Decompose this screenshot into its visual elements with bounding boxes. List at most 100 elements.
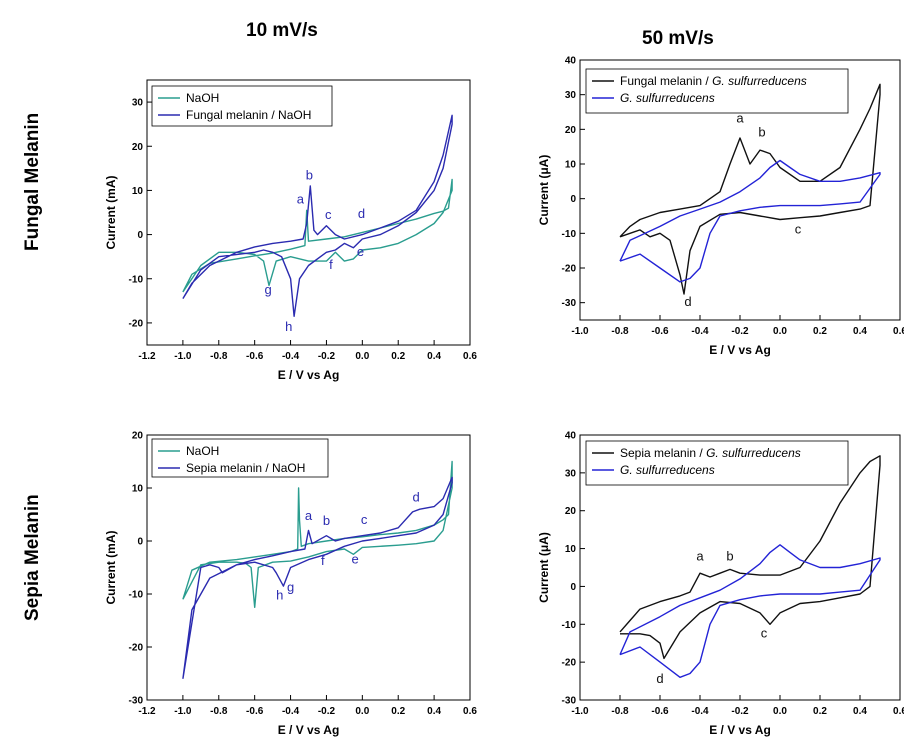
x-tick-label: -0.4 <box>282 706 300 717</box>
peak-label-a: a <box>736 110 744 125</box>
y-tick-label: 0 <box>570 194 576 205</box>
x-tick-label: -0.8 <box>210 351 228 362</box>
chart-sepia-10mvs: -1.2 -1.0 -0.8 -0.6 -0.4 -0.2 0.0 0.2 0.4 0.6 -30 -… <box>104 431 477 738</box>
x-tick-label: -0.6 <box>246 706 264 717</box>
x-tick-label: -0.4 <box>691 326 709 337</box>
y-tick-label: -10 <box>129 590 144 601</box>
x-tick-label: 0.0 <box>773 706 787 717</box>
row-title-fungal: Fungal Melanin <box>22 112 43 251</box>
y-axis-label: Current (mA) <box>104 175 118 249</box>
column-title-50mvs: 50 mV/s <box>642 28 714 49</box>
x-tick-label: -1.2 <box>138 351 156 362</box>
chart-fungal-10mvs: -1.2 -1.0 -0.8 -0.6 -0.4 -0.2 0.0 0.2 0.4 0.6 -20 -… <box>104 79 477 382</box>
x-tick-label: -1.2 <box>138 706 156 717</box>
x-axis-label: E / V vs Ag <box>278 368 340 382</box>
x-tick-label: 0.6 <box>463 706 477 717</box>
y-tick-label: -20 <box>562 264 577 275</box>
peak-label-d: d <box>358 206 365 221</box>
x-tick-label: -0.8 <box>611 706 629 717</box>
legend-label: G. sulfurreducens <box>620 463 715 477</box>
y-tick-label: 20 <box>565 506 577 517</box>
y-tick-label: 20 <box>565 125 577 136</box>
peak-label-b: b <box>726 549 733 564</box>
peak-label-c: c <box>325 207 332 222</box>
plot-frame <box>146 434 471 701</box>
y-tick-label: -30 <box>129 696 144 707</box>
x-tick-label: -0.6 <box>651 326 669 337</box>
peak-label-h: h <box>285 319 292 334</box>
y-axis-label: Current (μA) <box>537 155 551 226</box>
y-axis-label: Current (μA) <box>537 532 551 603</box>
x-tick-label: 0.6 <box>463 351 477 362</box>
x-tick-label: 0.2 <box>813 326 827 337</box>
x-tick-label: 0.6 <box>893 706 904 717</box>
x-axis-label: E / V vs Ag <box>709 723 771 737</box>
x-tick-label: -1.0 <box>174 706 192 717</box>
legend-label: Sepia melanin / G. sulfurreducens <box>620 446 801 460</box>
y-tick-label: -20 <box>129 643 144 654</box>
series-line-2 <box>619 544 881 679</box>
y-tick-label: 0 <box>137 230 143 241</box>
peak-label-a: a <box>696 549 704 564</box>
legend-box <box>585 68 849 114</box>
plot-frame <box>146 79 471 346</box>
x-tick-label: 0.4 <box>427 706 441 717</box>
y-tick-label: 20 <box>132 142 144 153</box>
series-line-1 <box>182 178 453 293</box>
y-tick-label: -30 <box>562 696 577 707</box>
legend-box <box>151 85 333 127</box>
legend-box <box>151 438 329 478</box>
x-tick-label: -0.2 <box>318 351 336 362</box>
peak-label-e: e <box>352 551 359 566</box>
y-tick-label: 10 <box>565 160 577 171</box>
peak-label-a: a <box>305 508 313 523</box>
peak-label-d: d <box>684 294 691 309</box>
peak-label-e: e <box>357 244 364 259</box>
x-tick-label: -0.2 <box>731 706 749 717</box>
chart-fungal-50mvs: -1.0 -0.8 -0.6 -0.4 -0.2 0.0 0.2 0.4 0.6 -30 -20 -1… <box>537 56 904 358</box>
peak-label-h: h <box>276 587 283 602</box>
x-tick-label: 0.4 <box>853 706 867 717</box>
series-line-2 <box>182 114 453 317</box>
x-tick-label: 0.4 <box>427 351 441 362</box>
x-tick-label: -1.0 <box>571 706 589 717</box>
x-tick-label: 0.2 <box>391 706 405 717</box>
y-tick-label: 30 <box>132 98 144 109</box>
peak-label-d: d <box>413 489 420 504</box>
y-tick-label: 10 <box>565 544 577 555</box>
x-tick-label: 0.0 <box>355 706 369 717</box>
x-tick-label: -0.4 <box>691 706 709 717</box>
y-tick-label: -20 <box>562 658 577 669</box>
y-tick-label: 0 <box>137 537 143 548</box>
legend-label: Sepia melanin / NaOH <box>186 461 305 475</box>
legend-label: Fungal melanin / NaOH <box>186 108 311 122</box>
y-tick-label: 10 <box>132 484 144 495</box>
series-line-1 <box>182 460 453 609</box>
y-tick-label: -20 <box>129 318 144 329</box>
legend-label: Fungal melanin / G. sulfurreducens <box>620 74 807 88</box>
x-tick-label: 0.2 <box>813 706 827 717</box>
x-axis-label: E / V vs Ag <box>709 343 771 357</box>
y-tick-label: -10 <box>562 229 577 240</box>
series-line-1 <box>619 83 881 295</box>
y-tick-label: 40 <box>565 431 577 442</box>
peak-label-a: a <box>297 192 305 207</box>
peak-label-b: b <box>306 167 313 182</box>
x-tick-label: -0.6 <box>651 706 669 717</box>
x-tick-label: -0.2 <box>731 326 749 337</box>
x-tick-label: -1.0 <box>571 326 589 337</box>
row-title-sepia: Sepia Melanin <box>22 494 43 621</box>
peak-label-d: d <box>656 671 663 686</box>
y-tick-label: -10 <box>562 620 577 631</box>
peak-label-c: c <box>361 512 368 527</box>
x-tick-label: -1.0 <box>174 351 192 362</box>
x-tick-label: 0.2 <box>391 351 405 362</box>
y-tick-label: 30 <box>565 90 577 101</box>
legend-box <box>585 440 849 486</box>
x-axis-label: E / V vs Ag <box>278 723 340 737</box>
y-tick-label: 20 <box>132 431 144 442</box>
y-tick-label: 40 <box>565 56 577 67</box>
x-tick-label: -0.4 <box>282 351 300 362</box>
y-axis-label: Current (mA) <box>104 530 118 604</box>
legend-label: NaOH <box>186 91 219 105</box>
